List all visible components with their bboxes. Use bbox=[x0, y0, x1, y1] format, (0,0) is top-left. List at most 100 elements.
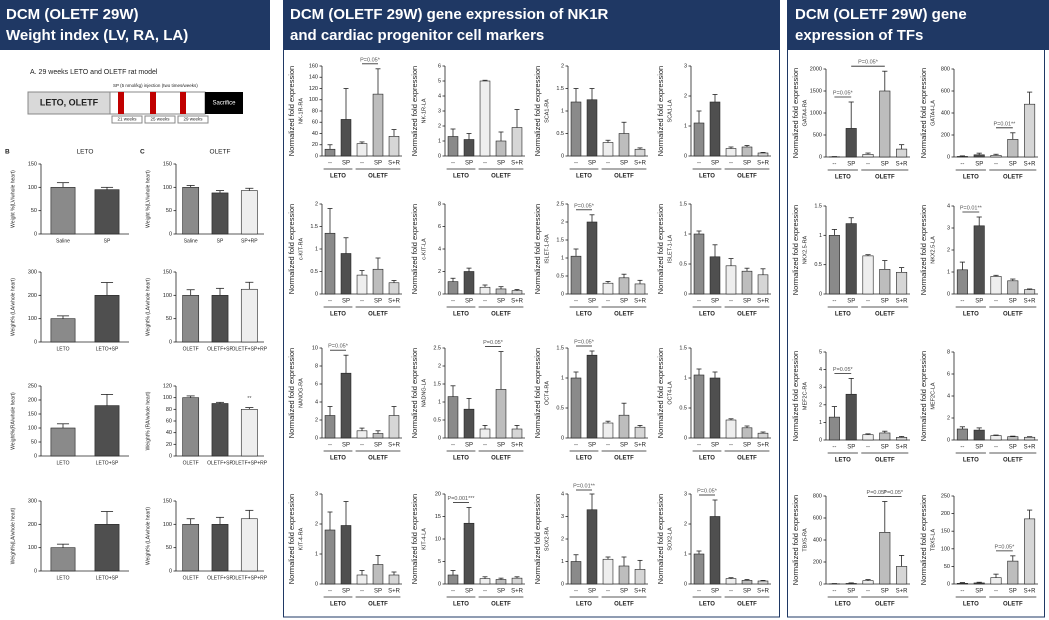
x-tick-label: -- bbox=[574, 443, 578, 449]
y-tick-label: 300 bbox=[28, 269, 37, 275]
y-tick-label: 4 bbox=[947, 393, 950, 399]
bar bbox=[570, 255, 582, 295]
bar bbox=[956, 269, 968, 295]
group-label: LETO bbox=[835, 458, 851, 464]
bar bbox=[725, 265, 737, 295]
y-tick-label: 0 bbox=[947, 581, 950, 587]
bar bbox=[862, 255, 874, 295]
x-tick-label: SP bbox=[465, 299, 473, 305]
group-label: OLETF bbox=[368, 174, 388, 180]
group-label: OLETF bbox=[614, 602, 634, 608]
y-tick-label: 3 bbox=[315, 491, 318, 497]
bar bbox=[50, 547, 76, 572]
x-tick-label: S+R bbox=[388, 589, 401, 595]
y-axis-label: Normalized fold expression bbox=[656, 204, 665, 294]
bar bbox=[211, 192, 229, 235]
injection-mark bbox=[150, 92, 156, 114]
group-label: OLETF bbox=[875, 175, 895, 181]
x-tick-label: OLETF+SP bbox=[207, 460, 233, 466]
y-tick-label: 1 bbox=[315, 246, 318, 252]
sacrifice-label: Sacrifice bbox=[212, 101, 236, 107]
y-tick-label: 0 bbox=[438, 153, 441, 159]
x-tick-label: OLETF+SP+RP bbox=[232, 575, 268, 581]
bar bbox=[973, 154, 985, 158]
y-tick-label: 100 bbox=[163, 522, 172, 528]
x-tick-label: -- bbox=[360, 443, 364, 449]
x-tick-label: S+R bbox=[757, 589, 770, 595]
bar bbox=[741, 270, 753, 295]
x-tick-label: -- bbox=[994, 589, 998, 595]
x-tick-label: S+R bbox=[634, 161, 647, 167]
x-tick-label: SP bbox=[1009, 162, 1017, 168]
group-label: LETO bbox=[576, 602, 592, 608]
y-axis-label: Weight%(RA/whole heart) bbox=[10, 392, 16, 450]
bar bbox=[356, 274, 368, 295]
y-axis-label: Normalized fold expression bbox=[287, 494, 296, 584]
y-tick-label: 100 bbox=[28, 185, 37, 191]
bar bbox=[340, 525, 352, 585]
y-tick-label: 2 bbox=[684, 93, 687, 99]
group-label: LETO bbox=[453, 456, 469, 462]
x-tick-label: SP bbox=[975, 445, 983, 451]
x-tick-label: -- bbox=[328, 299, 332, 305]
bar bbox=[618, 414, 630, 439]
x-tick-label: S+R bbox=[896, 589, 909, 595]
y-tick-label: 10 bbox=[435, 536, 441, 542]
bar bbox=[618, 133, 630, 157]
y-tick-label: 0 bbox=[684, 153, 687, 159]
y-tick-label: 0 bbox=[561, 153, 564, 159]
bar bbox=[618, 565, 630, 585]
x-tick-label: SP bbox=[465, 589, 473, 595]
x-tick-label: SP bbox=[1009, 299, 1017, 305]
y-tick-label: 1.5 bbox=[433, 381, 441, 387]
bar bbox=[388, 136, 400, 157]
y-tick-label: 4 bbox=[438, 246, 441, 252]
bar bbox=[741, 146, 753, 157]
y-tick-label: 60 bbox=[166, 418, 172, 424]
significance-label: ** bbox=[247, 396, 252, 402]
y-tick-label: 6 bbox=[947, 371, 950, 377]
group-label: OLETF bbox=[737, 312, 757, 318]
significance-label: P=0.05* bbox=[883, 490, 904, 496]
x-tick-label: S+R bbox=[757, 161, 770, 167]
x-tick-label: -- bbox=[832, 299, 836, 305]
bar bbox=[896, 437, 908, 441]
bar bbox=[94, 405, 120, 457]
bar bbox=[479, 428, 491, 439]
y-tick-label: 1.5 bbox=[556, 345, 564, 351]
y-tick-label: 300 bbox=[28, 498, 37, 504]
bar bbox=[973, 225, 985, 295]
bar bbox=[388, 415, 400, 439]
bar bbox=[956, 582, 968, 585]
bar bbox=[463, 139, 475, 157]
y-tick-label: 1000 bbox=[810, 110, 822, 116]
y-tick-label: 0 bbox=[438, 581, 441, 587]
panel-letter: C bbox=[140, 149, 145, 156]
x-tick-label: -- bbox=[960, 162, 964, 168]
bar bbox=[1024, 289, 1036, 295]
x-tick-label: SP bbox=[881, 299, 889, 305]
y-axis-label: Normalized fold expression bbox=[287, 66, 296, 156]
gene-label: SOX2-LA bbox=[667, 527, 673, 551]
bar bbox=[240, 190, 258, 235]
x-tick-label: LETO+SP bbox=[96, 575, 119, 581]
x-tick-label: OLETF+SP bbox=[207, 346, 233, 352]
bar bbox=[973, 582, 985, 585]
x-tick-label: S+R bbox=[1024, 299, 1037, 305]
gene-label: KIT-4-RA bbox=[298, 527, 304, 550]
week-label: 21 weeks bbox=[117, 117, 137, 122]
injection-mark bbox=[180, 92, 186, 114]
y-axis-label: Normalized fold expression bbox=[410, 494, 419, 584]
x-tick-label: LETO bbox=[57, 346, 70, 352]
group-label: OLETF bbox=[491, 456, 511, 462]
gene-label: NK-1R-LA bbox=[421, 98, 427, 123]
y-tick-label: 100 bbox=[309, 97, 318, 103]
x-tick-label: -- bbox=[832, 162, 836, 168]
x-tick-label: SP bbox=[497, 443, 505, 449]
bar bbox=[372, 93, 384, 157]
y-tick-label: 1.5 bbox=[556, 86, 564, 92]
x-tick-label: SP bbox=[217, 238, 224, 244]
bar bbox=[388, 574, 400, 585]
bar bbox=[495, 579, 507, 585]
group-label: LETO bbox=[835, 175, 851, 181]
